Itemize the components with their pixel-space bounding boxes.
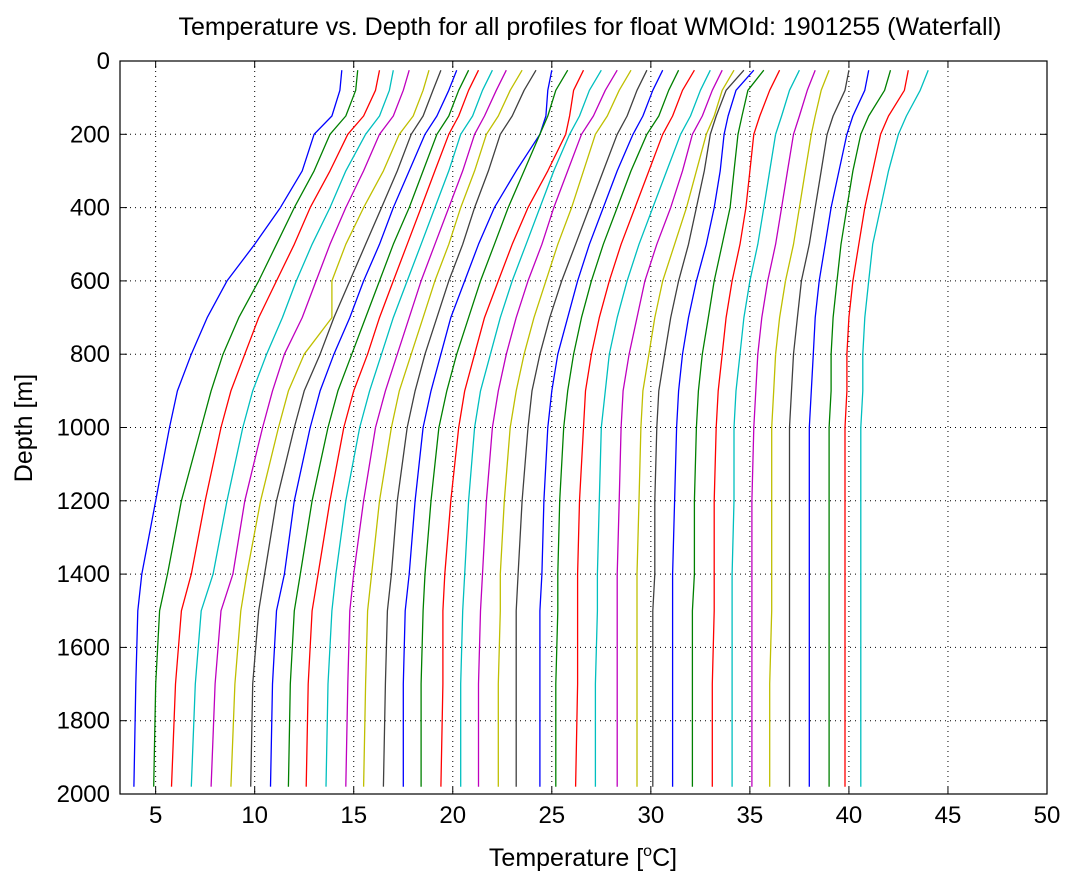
profile-line-20 — [497, 69, 632, 787]
profile-line-8 — [269, 69, 458, 787]
profile-line-37 — [828, 70, 892, 787]
profile-line-34 — [769, 69, 830, 787]
profile-line-6 — [230, 70, 430, 787]
y-tick-label: 0 — [97, 48, 110, 75]
profile-line-19 — [477, 69, 618, 787]
profile-line-5 — [210, 70, 410, 787]
x-axis-label-suffix: C] — [652, 844, 677, 872]
x-axis-label-superscript: o — [643, 843, 652, 860]
profile-line-31 — [711, 69, 781, 787]
profile-line-36 — [808, 70, 870, 787]
profile-line-32 — [731, 69, 800, 787]
profile-line-16 — [420, 69, 569, 787]
profile-line-2 — [153, 70, 359, 787]
y-axis-label: Depth [m] — [10, 374, 38, 482]
x-tick-label: 25 — [538, 802, 565, 829]
profile-line-17 — [440, 69, 585, 787]
y-tick-label: 1400 — [57, 561, 110, 588]
profile-line-22 — [539, 69, 664, 787]
x-tick-label: 45 — [935, 802, 962, 829]
profile-line-15 — [402, 70, 553, 787]
y-tick-label: 400 — [70, 195, 110, 222]
y-tick-label: 1000 — [57, 415, 110, 442]
x-axis-label-prefix: Temperature [ — [489, 844, 643, 872]
chart-title: Temperature vs. Depth for all profiles f… — [178, 13, 1001, 41]
y-tick-label: 800 — [70, 341, 110, 368]
x-axis-label: Temperature [oC] — [489, 843, 677, 872]
profile-line-26 — [616, 69, 723, 787]
x-tick-label: 30 — [637, 802, 664, 829]
x-tick-label: 5 — [149, 802, 162, 829]
profile-line-1 — [133, 70, 343, 787]
x-tick-label: 10 — [241, 802, 268, 829]
y-tick-label: 200 — [70, 121, 110, 148]
x-tick-label: 50 — [1034, 802, 1061, 829]
profile-line-39 — [860, 69, 929, 787]
x-axis-ticks: 5 10 15 20 25 30 35 40 45 50 — [149, 61, 1060, 829]
y-tick-label: 600 — [70, 268, 110, 295]
profile-line-38 — [844, 70, 909, 787]
x-tick-label: 40 — [836, 802, 863, 829]
y-tick-label: 1200 — [57, 488, 110, 515]
y-tick-label: 1600 — [57, 634, 110, 661]
profile-line-25 — [594, 69, 711, 787]
profile-line-30 — [691, 69, 765, 787]
profile-line-35 — [788, 70, 850, 787]
profile-line-14 — [382, 69, 537, 787]
profile-lines — [133, 69, 929, 787]
profile-line-10 — [305, 69, 480, 787]
profile-line-3 — [170, 70, 381, 787]
profile-line-24 — [574, 69, 695, 787]
profile-line-9 — [287, 69, 470, 787]
profile-line-23 — [555, 69, 680, 787]
y-axis-ticks: 0 200 400 600 800 1000 1200 1400 1600 1800 2000 — [57, 48, 1047, 808]
y-tick-label: 2000 — [57, 781, 110, 808]
profile-line-29 — [671, 69, 755, 787]
profile-line-13 — [362, 69, 523, 787]
profile-line-21 — [515, 69, 648, 787]
profile-line-28 — [652, 69, 745, 787]
profile-line-11 — [325, 69, 493, 787]
y-tick-label: 1800 — [57, 708, 110, 735]
profile-line-4 — [190, 70, 394, 787]
x-tick-label: 15 — [340, 802, 367, 829]
x-tick-label: 35 — [737, 802, 764, 829]
profile-line-33 — [751, 69, 816, 787]
x-tick-label: 20 — [439, 802, 466, 829]
profile-line-7 — [250, 69, 442, 787]
grid-lines — [120, 61, 1047, 794]
profile-line-27 — [636, 69, 735, 787]
profile-line-12 — [345, 69, 507, 787]
profile-line-18 — [460, 69, 602, 787]
